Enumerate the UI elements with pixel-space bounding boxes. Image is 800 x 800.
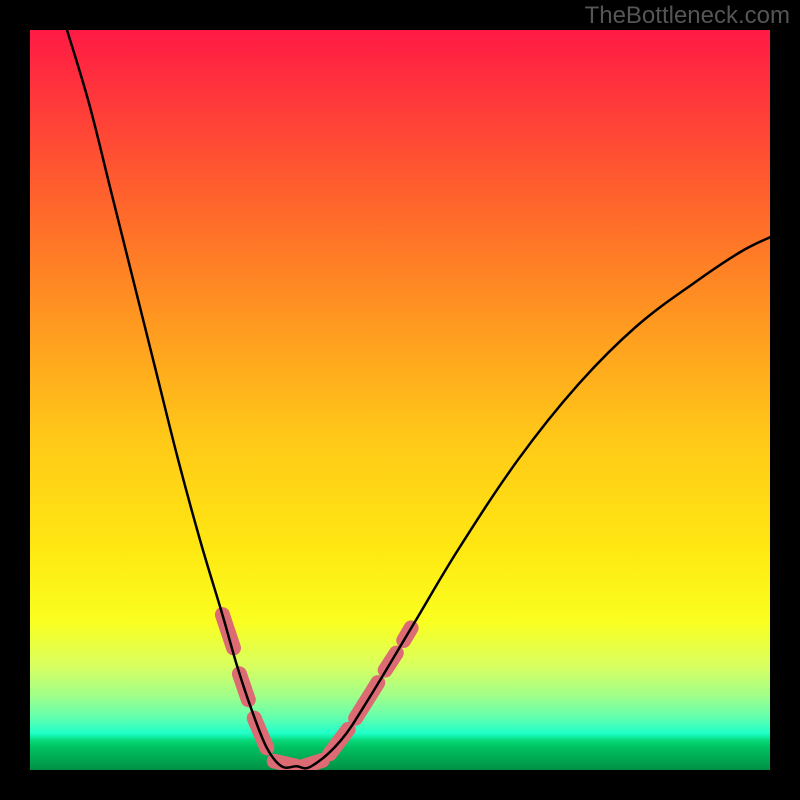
watermark-text: TheBottleneck.com [585, 2, 790, 30]
bottleneck-chart-svg [0, 0, 800, 800]
chart-stage: TheBottleneck.com [0, 0, 800, 800]
